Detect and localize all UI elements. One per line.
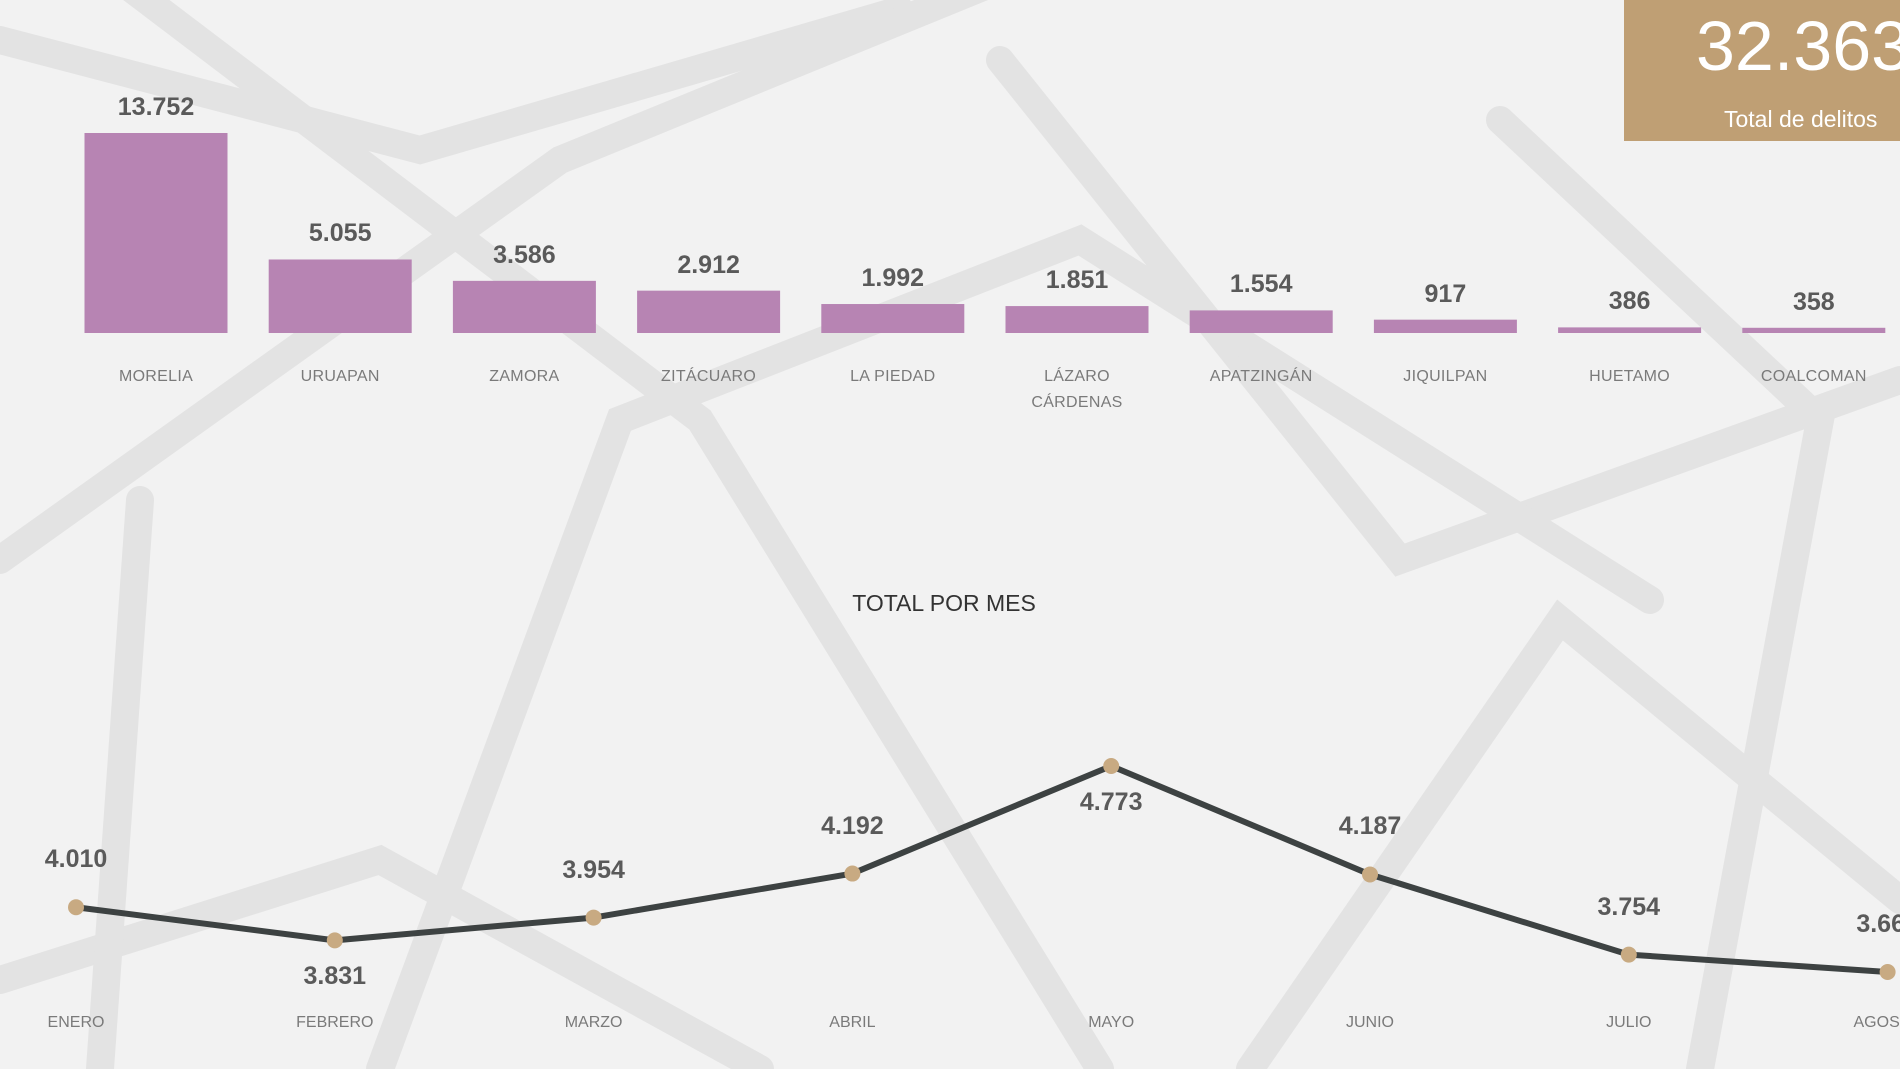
bar	[1742, 327, 1886, 333]
x-tick-label: MAYO	[1088, 1014, 1135, 1031]
point	[1879, 964, 1896, 980]
x-tick-label: HUETAMO	[1589, 368, 1671, 385]
x-tick-label: JUNIO	[1346, 1014, 1394, 1031]
bar	[1373, 319, 1517, 333]
data-label: 1.992	[861, 264, 925, 293]
x-tick-label: ABRIL	[829, 1014, 876, 1031]
bar	[1005, 306, 1149, 333]
line	[75, 763, 1888, 975]
x-tick-label: ZITÁCUARO	[661, 368, 757, 385]
x-tick-label: ENERO	[47, 1014, 105, 1031]
data-label: 1.851	[1045, 266, 1109, 295]
point	[844, 865, 861, 882]
bar	[637, 290, 781, 333]
bar	[84, 133, 228, 333]
data-label: 4.010	[44, 845, 108, 874]
point	[1362, 866, 1378, 883]
bar	[1189, 310, 1333, 333]
x-tick-label: LA PIEDAD	[850, 368, 936, 385]
x-tick-label: ZAMORA	[489, 368, 560, 385]
x-tick-label: COALCOMAN	[1760, 368, 1867, 385]
bar	[1558, 327, 1702, 333]
data-label: 4.773	[1079, 788, 1143, 816]
point	[68, 899, 84, 916]
data-label: 4.192	[821, 811, 884, 840]
x-tick-label: FEBRERO	[296, 1014, 374, 1031]
data-label: 3.831	[303, 962, 367, 991]
data-label: 917	[1424, 279, 1467, 308]
kpi-label: Total de delitos	[1724, 106, 1878, 132]
point	[326, 932, 343, 949]
data-label: 3.754	[1597, 892, 1661, 921]
x-tick-label: URUAPAN	[300, 368, 380, 385]
kpi-card: 32.363 Total de delitos	[1624, 0, 1900, 141]
point	[1620, 946, 1637, 963]
data-label: 1.554	[1229, 270, 1293, 299]
x-tick-label: MORELIA	[118, 368, 194, 385]
data-label: 3.954	[562, 855, 625, 884]
data-label: 3.586	[493, 240, 556, 269]
data-label: 13.752	[117, 93, 195, 121]
bar	[821, 304, 965, 333]
chart-title: TOTAL POR MES	[852, 590, 1036, 616]
bar	[452, 280, 596, 333]
kpi-value: 32.363	[1696, 7, 1900, 85]
x-tick-label: APATZINGÁN	[1209, 368, 1313, 385]
x-tick-label: JIQUILPAN	[1403, 368, 1488, 385]
x-tick-label: AGOSTO	[1853, 1014, 1900, 1031]
x-tick-label: MARZO	[564, 1014, 623, 1031]
point	[1103, 758, 1120, 774]
data-label: 358	[1792, 287, 1835, 316]
data-label: 5.055	[308, 219, 372, 248]
bar	[268, 259, 412, 333]
point	[585, 909, 602, 926]
x-tick-label: JULIO	[1606, 1014, 1652, 1031]
x-tick-label: LÁZARO CÁRDENAS	[1031, 368, 1123, 411]
data-label: 2.912	[677, 250, 740, 279]
data-label: 4.187	[1338, 812, 1402, 841]
data-label: 386	[1608, 287, 1651, 316]
data-label: 3.660	[1856, 910, 1900, 938]
